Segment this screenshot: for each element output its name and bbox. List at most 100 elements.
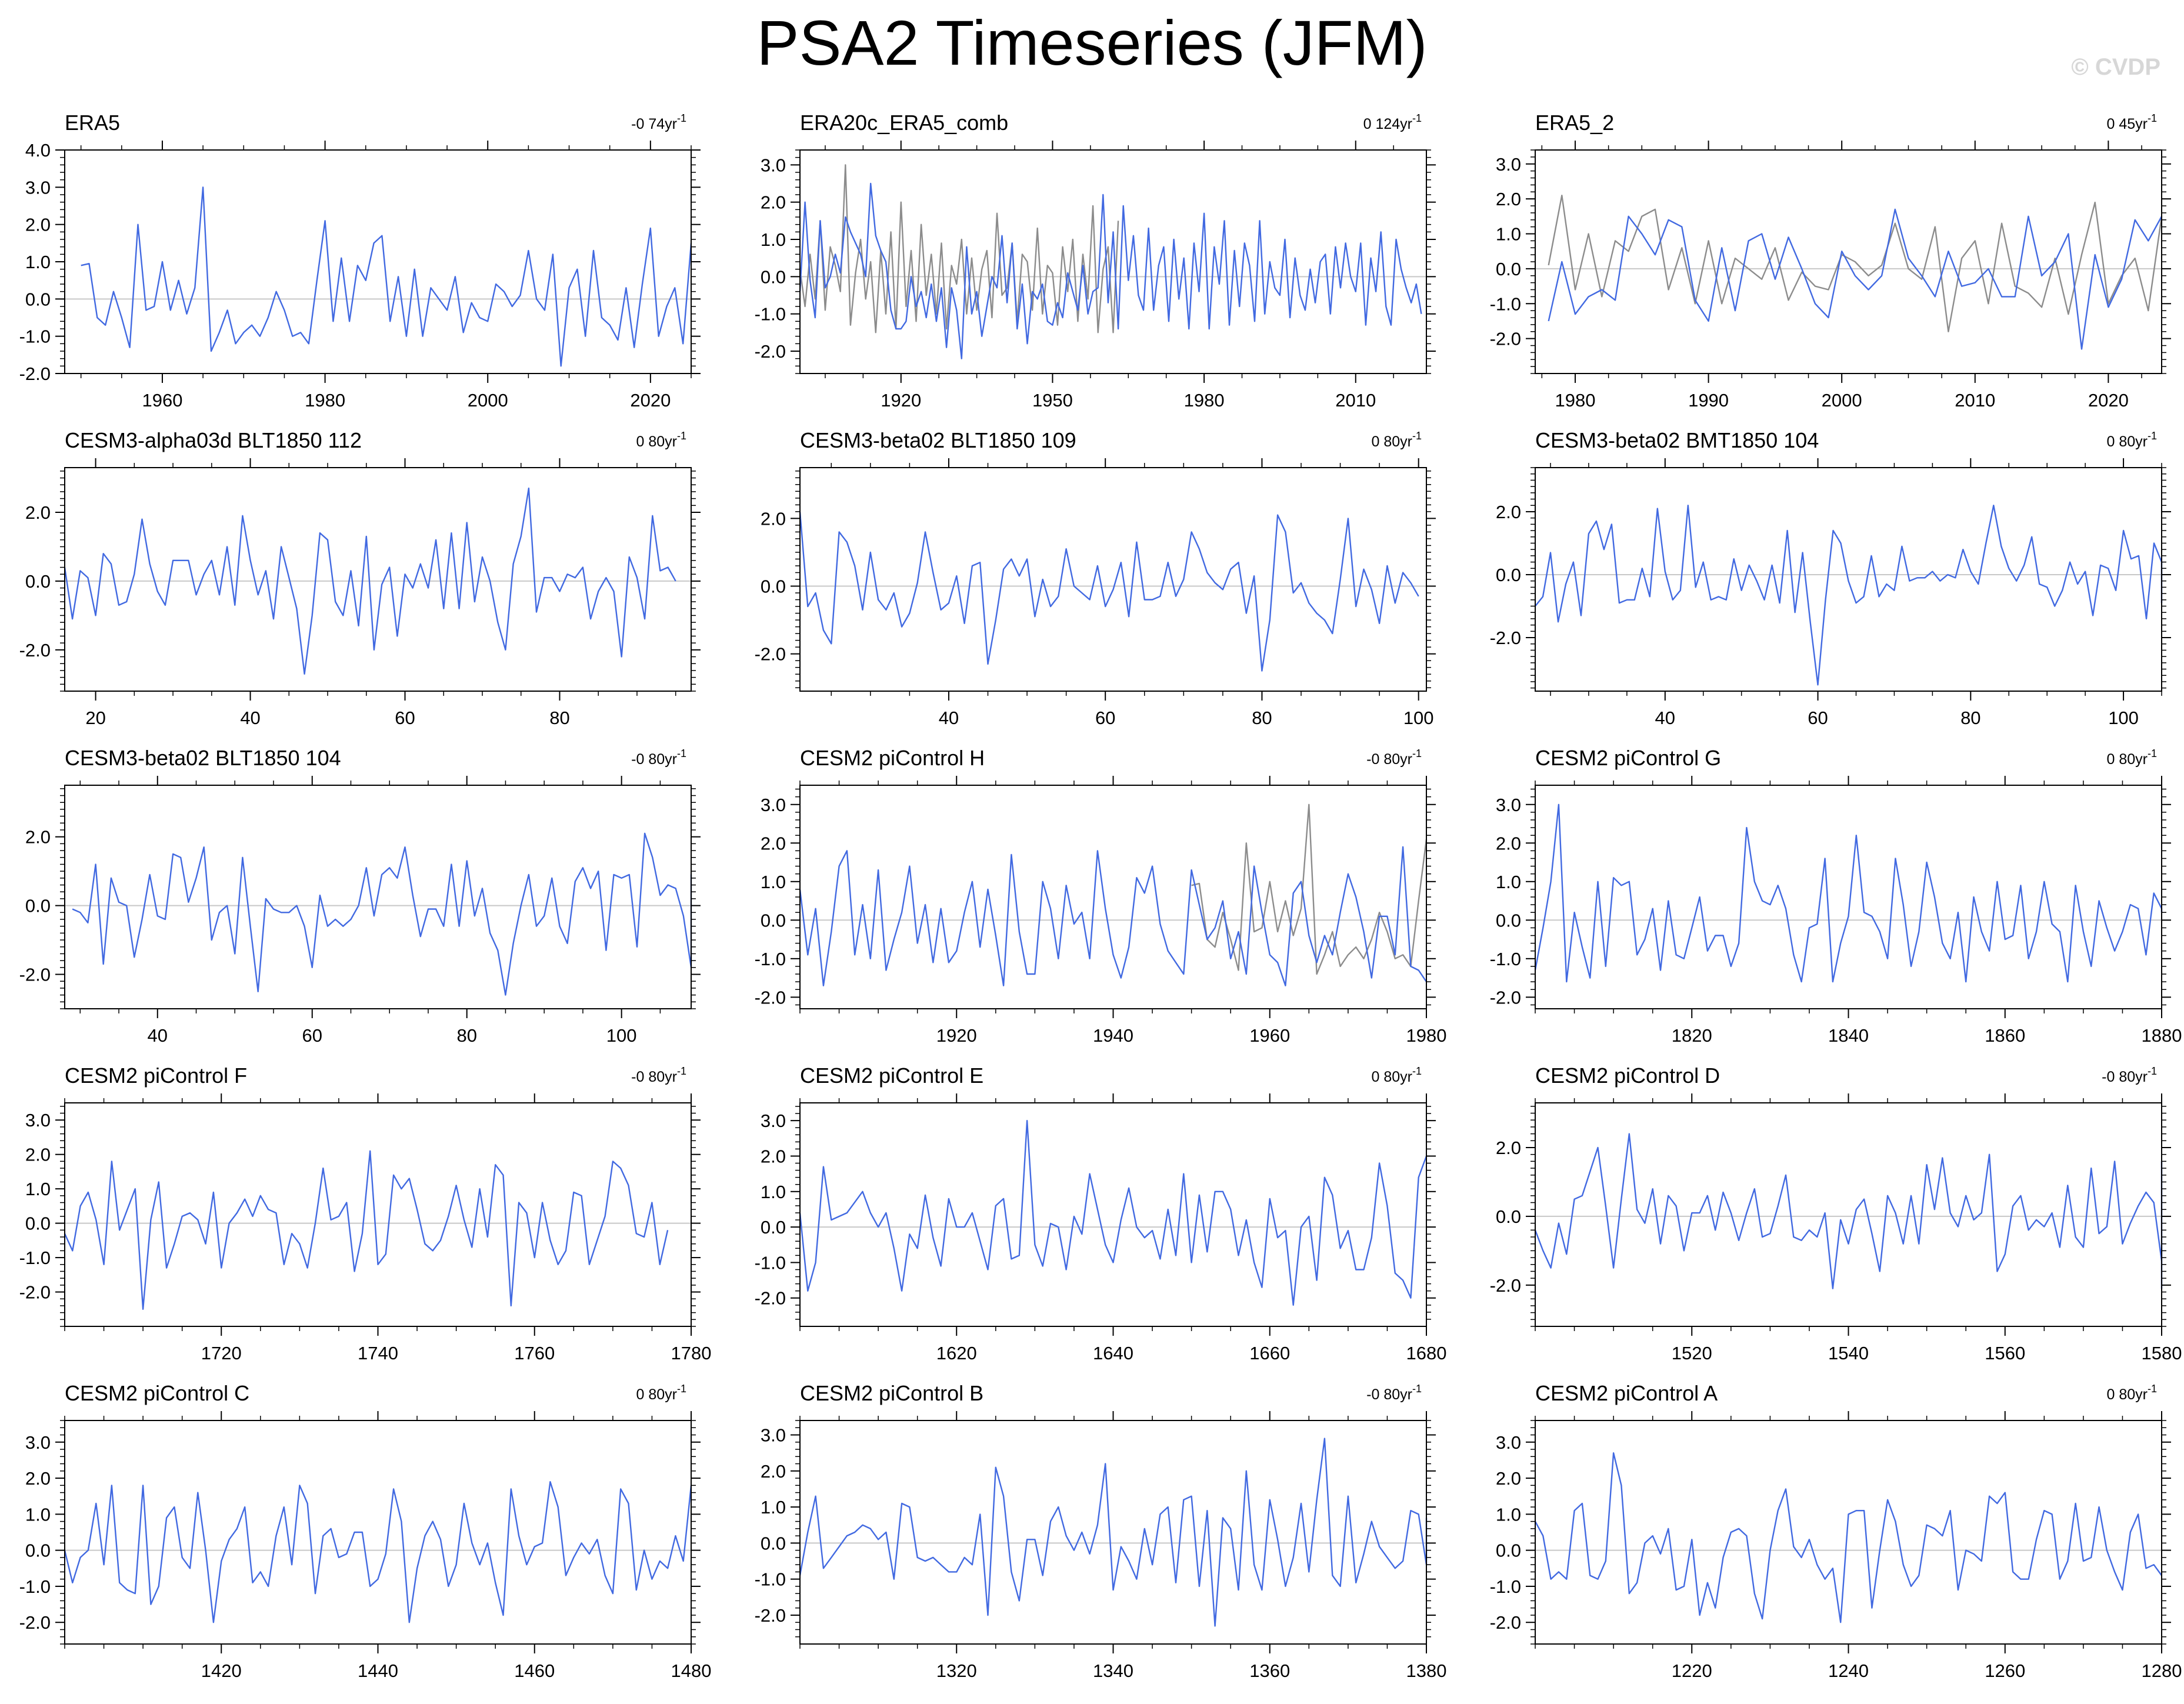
x-tick-label: 1840 [1828, 1025, 1869, 1046]
trend-label: -0 80yr-1 [1366, 1383, 1422, 1403]
series-line-model [72, 832, 692, 996]
x-tick-label: 1480 [671, 1660, 712, 1681]
x-tick-label: 40 [240, 708, 260, 728]
y-tick-label: -1.0 [1490, 949, 1521, 969]
series-line-model [1535, 505, 2163, 686]
trend-label: -0 80yr-1 [631, 1065, 686, 1085]
x-tick-label: 1620 [936, 1343, 977, 1363]
series-line-obs [799, 164, 1119, 334]
series-line-model [1534, 1133, 2163, 1289]
x-tick-label: 1420 [201, 1660, 242, 1681]
y-tick-label: 3.0 [25, 177, 51, 198]
y-tick-label: 1.0 [25, 1504, 51, 1525]
x-tick-label: 1820 [1672, 1025, 1712, 1046]
y-tick-label: -2.0 [755, 987, 786, 1008]
x-tick-label: 2020 [630, 390, 671, 411]
y-tick-label: 0.0 [761, 1217, 786, 1238]
y-tick-label: -2.0 [19, 640, 51, 661]
x-tick-label: 1720 [201, 1343, 242, 1363]
x-tick-label: 20 [85, 708, 105, 728]
y-tick-label: 2.0 [25, 827, 51, 848]
y-tick-label: 3.0 [1496, 1432, 1521, 1453]
trend-label: 0 80yr-1 [2107, 1383, 2158, 1403]
y-tick-label: 3.0 [761, 155, 786, 175]
y-tick-label: -1.0 [19, 1248, 51, 1268]
plot-frame [1535, 1420, 2162, 1645]
y-tick-label: 1.0 [25, 1179, 51, 1199]
panel-12: -2.0 -1.0 0.0 1.0 2.0 3.0 1420 1440 1460 1480 CESM… [19, 1381, 712, 1681]
panel-title: CESM3-beta02 BLT1850 104 [65, 746, 341, 770]
x-tick-label: 1740 [358, 1343, 398, 1363]
y-tick-label: 0.0 [761, 576, 786, 597]
trend-label: 0 80yr-1 [1372, 430, 1422, 450]
x-tick-label: 1760 [514, 1343, 555, 1363]
trend-label: 0 80yr-1 [636, 430, 687, 450]
panel-11: -2.0 0.0 2.0 1520 1540 1560 1580 CESM2 piContro… [1490, 1063, 2182, 1363]
x-tick-label: 40 [148, 1025, 168, 1046]
series-line-model [64, 1480, 692, 1623]
y-tick-label: 2.0 [25, 1145, 51, 1165]
x-tick-label: 1260 [1985, 1660, 2025, 1681]
trend-label: 0 80yr-1 [2107, 748, 2158, 768]
x-tick-label: 2020 [2088, 390, 2129, 411]
y-tick-label: 2.0 [1496, 189, 1521, 209]
y-tick-label: -2.0 [19, 364, 51, 384]
y-tick-label: 3.0 [761, 1111, 786, 1131]
y-tick-label: -2.0 [19, 1612, 51, 1633]
series-line-model [799, 1438, 1428, 1627]
y-tick-label: 2.0 [761, 1461, 786, 1482]
y-tick-label: 0.0 [1496, 910, 1521, 931]
trend-label: -0 80yr-1 [1366, 748, 1422, 768]
panel-title: CESM2 piControl G [1535, 746, 1721, 770]
x-tick-label: 1560 [1985, 1343, 2025, 1363]
trend-label: 0 80yr-1 [636, 1383, 687, 1403]
panel-title: CESM2 piControl D [1535, 1063, 1720, 1088]
x-tick-label: 2000 [1822, 390, 1862, 411]
plot-frame [64, 1102, 692, 1327]
panel-title: CESM2 piControl B [800, 1381, 983, 1405]
x-tick-label: 100 [606, 1025, 637, 1046]
y-tick-label: -1.0 [1490, 294, 1521, 314]
x-tick-label: 1340 [1093, 1660, 1133, 1681]
x-tick-label: 1520 [1672, 1343, 1712, 1363]
y-tick-label: -1.0 [755, 949, 786, 969]
x-tick-label: 1320 [936, 1660, 977, 1681]
y-tick-label: 2.0 [761, 192, 786, 213]
panel-title: CESM3-alpha03d BLT1850 112 [65, 428, 362, 452]
y-tick-label: -2.0 [1490, 987, 1521, 1008]
x-tick-label: 1680 [1406, 1343, 1447, 1363]
x-tick-label: 80 [1960, 708, 1980, 728]
x-tick-label: 1780 [671, 1343, 712, 1363]
y-tick-label: 1.0 [761, 872, 786, 892]
x-tick-label: 1980 [305, 390, 345, 411]
panel-0: -2.0 -1.0 0.0 1.0 2.0 3.0 4.0 1960 1980 2000 2020 E… [19, 111, 701, 411]
y-tick-label: -1.0 [755, 304, 786, 325]
y-tick-label: 3.0 [1496, 154, 1521, 175]
panel-9: -2.0 -1.0 0.0 1.0 2.0 3.0 1720 1740 1760 1780 CESM… [19, 1063, 712, 1363]
panel-7: -2.0 -1.0 0.0 1.0 2.0 3.0 1920 1940 1960 1980 CESM… [755, 746, 1447, 1046]
x-tick-label: 1980 [1184, 390, 1225, 411]
y-tick-label: 4.0 [25, 140, 51, 161]
plot-frame [64, 467, 692, 692]
plot-frame [64, 785, 692, 1009]
x-tick-label: 1220 [1672, 1660, 1712, 1681]
x-tick-label: 2010 [1955, 390, 1995, 411]
x-tick-label: 100 [2108, 708, 2139, 728]
y-tick-label: 0.0 [25, 1540, 51, 1561]
panel-10: -2.0 -1.0 0.0 1.0 2.0 3.0 1620 1640 1660 1680 CESM… [755, 1063, 1447, 1363]
x-tick-label: 1980 [1406, 1025, 1447, 1046]
y-tick-label: -2.0 [19, 965, 51, 985]
series-line-model [64, 487, 676, 675]
y-tick-label: 2.0 [25, 215, 51, 235]
y-tick-label: -2.0 [19, 1282, 51, 1303]
x-tick-label: 60 [302, 1025, 322, 1046]
trend-label: 0 80yr-1 [2107, 430, 2158, 450]
y-tick-label: 2.0 [25, 1468, 51, 1489]
y-tick-label: 0.0 [25, 1213, 51, 1234]
y-tick-label: -2.0 [1490, 628, 1521, 648]
panel-2: -2.0 -1.0 0.0 1.0 2.0 3.0 1980 1990 2000 2010 2020… [1490, 111, 2171, 411]
plot-frame [799, 467, 1427, 692]
panel-title: CESM3-beta02 BMT1850 104 [1535, 428, 1819, 452]
x-tick-label: 80 [549, 708, 569, 728]
